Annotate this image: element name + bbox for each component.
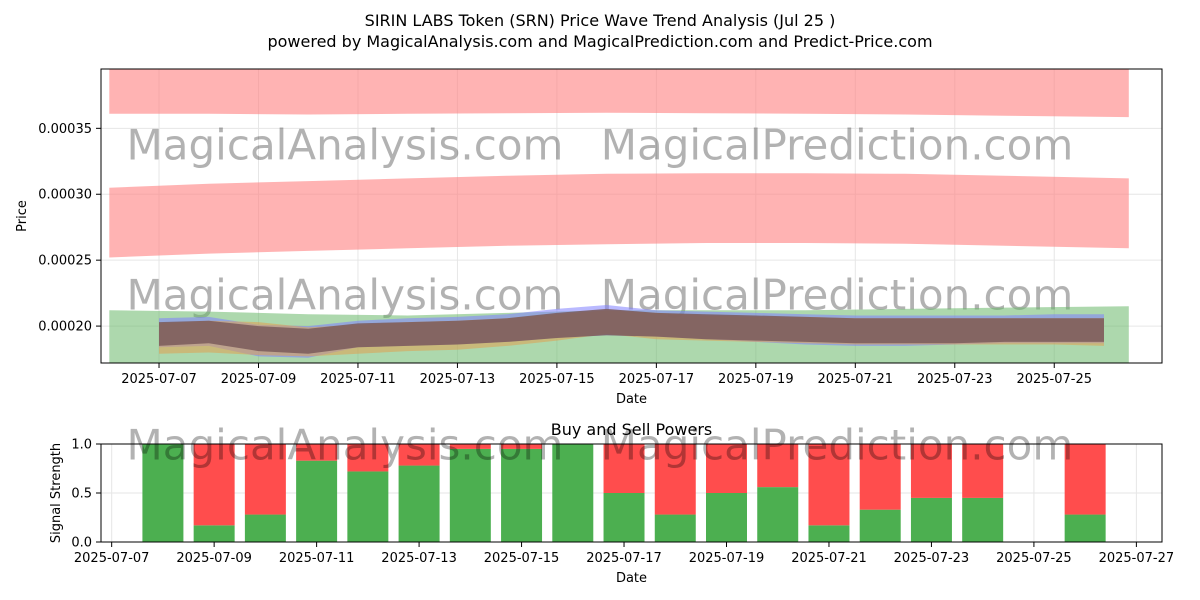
- signal-x-tick-label: 2025-07-27: [1099, 551, 1175, 566]
- price-x-tick-label: 2025-07-11: [320, 372, 396, 387]
- buy-power-bar: [859, 509, 901, 542]
- buy-power-bar: [501, 448, 543, 542]
- sell-power-bar: [398, 444, 440, 466]
- signal-watermarks: MagicalAnalysis.com MagicalPrediction.com: [127, 421, 1074, 470]
- sell-power-bar: [859, 444, 901, 510]
- signal-x-tick-label: 2025-07-17: [586, 551, 662, 566]
- signal-x-tick-label: 2025-07-11: [279, 551, 355, 566]
- price-y-axis-label: Price: [15, 200, 30, 232]
- price-x-tick-label: 2025-07-13: [420, 372, 496, 387]
- sell-power-bar: [706, 444, 747, 493]
- price-x-tick-label: 2025-07-15: [519, 372, 595, 387]
- buy-power-bar: [706, 493, 747, 542]
- buy-power-bar: [244, 514, 286, 542]
- buy-power-bar: [910, 497, 952, 542]
- buy-power-bar: [347, 471, 389, 542]
- sell-power-bar: [244, 444, 286, 515]
- signal-x-tick-label: 2025-07-09: [176, 551, 252, 566]
- price-y-ticks: 0.00020 0.00025 0.00030 0.00035: [38, 122, 101, 335]
- signal-x-ticks: 2025-07-07 2025-07-09 2025-07-11 2025-07-13…: [74, 542, 1174, 566]
- price-plot-frame: [100, 68, 1163, 364]
- buy-power-bar: [398, 465, 440, 542]
- price-y-tick-label: 0.00020: [38, 320, 92, 335]
- signal-y-tick-label: 0.0: [71, 536, 92, 551]
- chart-subtitle: powered by MagicalAnalysis.com and Magic…: [267, 32, 932, 51]
- watermark-text: MagicalPrediction.com: [601, 121, 1074, 170]
- price-x-tick-label: 2025-07-07: [121, 372, 197, 387]
- sell-power-bar: [757, 444, 799, 488]
- price-x-tick-label: 2025-07-25: [1016, 372, 1092, 387]
- watermark-text: MagicalAnalysis.com: [127, 271, 564, 320]
- signal-x-tick-label: 2025-07-19: [689, 551, 765, 566]
- signal-y-ticks: 0.0 0.5 1.0: [71, 438, 101, 551]
- signal-x-tick-label: 2025-07-13: [381, 551, 457, 566]
- buy-power-bar: [757, 487, 799, 542]
- price-y-tick-label: 0.00030: [38, 188, 92, 203]
- watermark-text: MagicalAnalysis.com: [127, 421, 564, 470]
- sell-power-bar: [808, 444, 850, 526]
- watermark-text: MagicalAnalysis.com: [127, 121, 564, 170]
- signal-bars: [142, 444, 1106, 542]
- buy-power-bar: [808, 525, 850, 542]
- price-x-tick-label: 2025-07-09: [221, 372, 297, 387]
- buy-power-bar: [296, 460, 338, 542]
- signal-panel: MagicalAnalysis.com MagicalPrediction.com…: [49, 420, 1174, 586]
- signal-x-tick-label: 2025-07-21: [791, 551, 867, 566]
- price-x-tick-label: 2025-07-23: [917, 372, 993, 387]
- signal-chart-title: Buy and Sell Powers: [551, 420, 713, 439]
- buy-power-bar: [654, 514, 696, 542]
- signal-y-tick-label: 0.5: [71, 487, 92, 502]
- signal-x-tick-label: 2025-07-15: [484, 551, 560, 566]
- price-x-tick-label: 2025-07-21: [818, 372, 894, 387]
- sell-power-bar: [1064, 444, 1106, 515]
- sell-power-bar: [910, 444, 952, 498]
- price-y-tick-label: 0.00025: [38, 254, 92, 269]
- price-x-tick-label: 2025-07-17: [619, 372, 695, 387]
- price-wave-band-3: [159, 308, 1104, 354]
- sell-power-bar: [603, 444, 645, 493]
- price-wave-series: [159, 305, 1104, 358]
- signal-y-tick-label: 1.0: [71, 438, 92, 453]
- buy-power-bar: [142, 444, 184, 542]
- sell-power-bar: [193, 444, 235, 526]
- price-x-axis-label: Date: [616, 392, 647, 407]
- sell-power-bar: [501, 444, 543, 449]
- signal-x-tick-label: 2025-07-23: [894, 551, 970, 566]
- buy-power-bar: [552, 444, 594, 542]
- buy-power-bar: [193, 525, 235, 542]
- price-y-tick-label: 0.00035: [38, 122, 92, 137]
- sell-power-bar: [962, 444, 1004, 498]
- buy-power-bar: [449, 448, 491, 542]
- sell-power-bar: [449, 444, 491, 449]
- sell-power-bar: [654, 444, 696, 515]
- price-panel: MagicalAnalysis.com MagicalPrediction.com…: [15, 68, 1163, 407]
- signal-x-axis-label: Date: [616, 571, 647, 586]
- watermark-text: MagicalPrediction.com: [601, 421, 1074, 470]
- buy-power-bar: [1064, 514, 1106, 542]
- signal-x-tick-label: 2025-07-07: [74, 551, 150, 566]
- sell-power-bar: [296, 444, 338, 461]
- price-band-2: [109, 173, 1129, 258]
- buy-power-bar: [603, 493, 645, 542]
- price-x-tick-label: 2025-07-19: [718, 372, 794, 387]
- signal-x-tick-label: 2025-07-25: [996, 551, 1072, 566]
- signal-y-axis-label: Signal Strength: [49, 443, 64, 543]
- sell-power-bar: [347, 444, 389, 472]
- buy-power-bar: [962, 497, 1004, 542]
- chart-title: SIRIN LABS Token (SRN) Price Wave Trend …: [365, 11, 836, 30]
- price-x-ticks: 2025-07-07 2025-07-09 2025-07-11 2025-07-13…: [121, 363, 1092, 387]
- price-band-1: [109, 69, 1129, 118]
